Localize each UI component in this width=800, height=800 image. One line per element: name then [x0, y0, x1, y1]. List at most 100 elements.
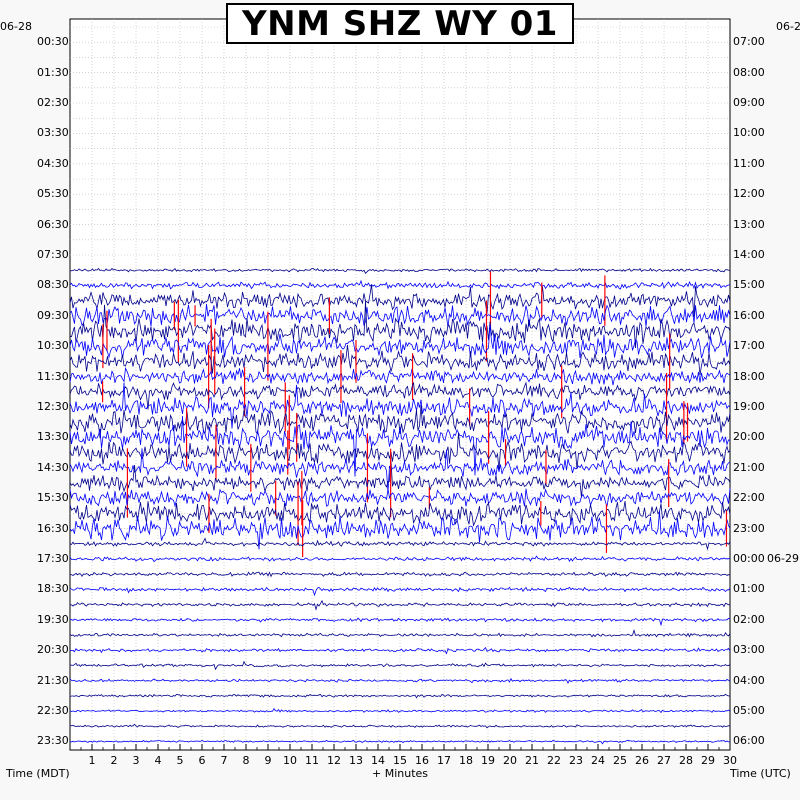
trace-row: [69, 660, 731, 671]
trace-row: [69, 537, 731, 551]
left-time-label: 21:30: [37, 673, 69, 687]
right-time-label: 16:00: [733, 308, 765, 322]
x-tick-label: 25: [613, 754, 627, 767]
trace-row: [69, 599, 731, 611]
right-time-label: 12:00: [733, 187, 765, 201]
x-tick-label: 1: [88, 754, 96, 767]
x-tick-label: 7: [220, 754, 228, 767]
left-time-label: 00:30: [37, 35, 69, 49]
left-time-label: 12:30: [37, 400, 69, 413]
left-time-label: 23:30: [37, 734, 69, 748]
left-time-label: 03:30: [37, 126, 69, 140]
right-time-label: 05:00: [733, 704, 765, 717]
right-time-label: 21:00: [733, 460, 765, 474]
trace-row: [69, 300, 731, 349]
right-date-label-mid: 06-29: [767, 552, 799, 565]
left-time-label: 09:30: [37, 308, 69, 322]
trace-row: [69, 510, 731, 550]
x-tick-label: 18: [459, 754, 473, 767]
x-axis-label: + Minutes: [372, 767, 429, 780]
x-tick-label: 26: [635, 754, 649, 767]
x-tick-label: 14: [371, 754, 385, 767]
right-time-label: 06:00: [733, 734, 765, 748]
left-time-label: 14:30: [37, 460, 69, 474]
trace-row: [69, 460, 731, 498]
left-time-label: 17:30: [37, 552, 69, 565]
left-time-label: 02:30: [37, 96, 69, 109]
left-time-label: 05:30: [37, 187, 69, 201]
x-tick-label: 9: [264, 754, 272, 767]
right-axis-label: Time (UTC): [730, 767, 791, 780]
trace-row: [69, 723, 731, 729]
right-time-label: 20:00: [733, 430, 765, 444]
chart-title-box: YNM SHZ WY 01: [226, 3, 574, 44]
right-time-label: 04:00: [733, 673, 765, 687]
right-time-label: 15:00: [733, 278, 765, 292]
trace-row: [69, 555, 731, 563]
trace-row: [69, 617, 731, 627]
left-date-label: 06-28: [0, 20, 32, 33]
right-time-label: 08:00: [733, 65, 765, 79]
left-time-label: 19:30: [37, 612, 69, 626]
right-time-label: 13:00: [733, 217, 765, 231]
x-tick-label: 22: [547, 754, 561, 767]
x-tick-label: 4: [154, 754, 162, 767]
trace-row: [69, 629, 731, 638]
trace-row: [69, 708, 731, 714]
trace-row: [69, 693, 731, 699]
trace-row: [69, 500, 731, 527]
right-date-label-top: 06-28: [776, 20, 800, 33]
x-tick-label: 2: [110, 754, 118, 767]
x-tick-label: 5: [176, 754, 184, 767]
left-time-label: 15:30: [37, 491, 69, 505]
trace-row: [69, 279, 731, 290]
left-time-label: 07:30: [37, 248, 69, 261]
trace-row: [69, 448, 731, 493]
right-time-label: 17:00: [733, 339, 765, 353]
right-time-label: 23:00: [733, 521, 765, 535]
trace-row: [69, 303, 731, 328]
trace-row: [69, 415, 731, 477]
trace-row: [69, 739, 730, 745]
left-time-label: 18:30: [37, 582, 69, 596]
right-time-label: 01:00: [733, 582, 765, 596]
left-time-label: 06:30: [37, 217, 69, 231]
trace-row: [69, 381, 731, 410]
trace-row: [69, 382, 731, 429]
x-tick-label: 13: [349, 754, 363, 767]
left-time-label: 22:30: [37, 704, 69, 717]
x-tick-label: 10: [283, 754, 297, 767]
right-time-label: 22:00: [733, 491, 765, 505]
x-tick-label: 6: [198, 754, 206, 767]
x-tick-label: 30: [723, 754, 737, 767]
left-axis-label: Time (MDT): [6, 767, 70, 780]
x-tick-label: 28: [679, 754, 693, 767]
left-time-label: 20:30: [37, 643, 69, 657]
trace-row: [69, 586, 731, 597]
x-tick-label: 16: [415, 754, 429, 767]
right-time-label: 07:00: [733, 35, 765, 49]
x-tick-label: 20: [503, 754, 517, 767]
x-tick-label: 17: [437, 754, 451, 767]
trace-row: [69, 488, 731, 508]
right-time-label: 19:00: [733, 400, 765, 413]
left-time-label: 04:30: [37, 156, 69, 170]
trace-row: [69, 677, 731, 684]
x-tick-label: 24: [591, 754, 605, 767]
right-time-label: 18:00: [733, 369, 765, 383]
x-tick-label: 8: [242, 754, 250, 767]
left-time-label: 13:30: [37, 430, 69, 444]
seismic-traces: [69, 267, 731, 745]
trace-row: [69, 405, 731, 439]
x-tick-label: 21: [525, 754, 539, 767]
trace-row: [69, 571, 731, 578]
chart-title: YNM SHZ WY 01: [242, 3, 558, 44]
left-time-label: 01:30: [37, 65, 69, 79]
left-time-label: 16:30: [37, 521, 69, 535]
left-time-label: 08:30: [37, 278, 69, 292]
right-time-label: 09:00: [733, 96, 765, 109]
trace-row: [69, 324, 731, 359]
minute-ticks: [69, 744, 731, 750]
x-tick-label: 3: [132, 754, 140, 767]
